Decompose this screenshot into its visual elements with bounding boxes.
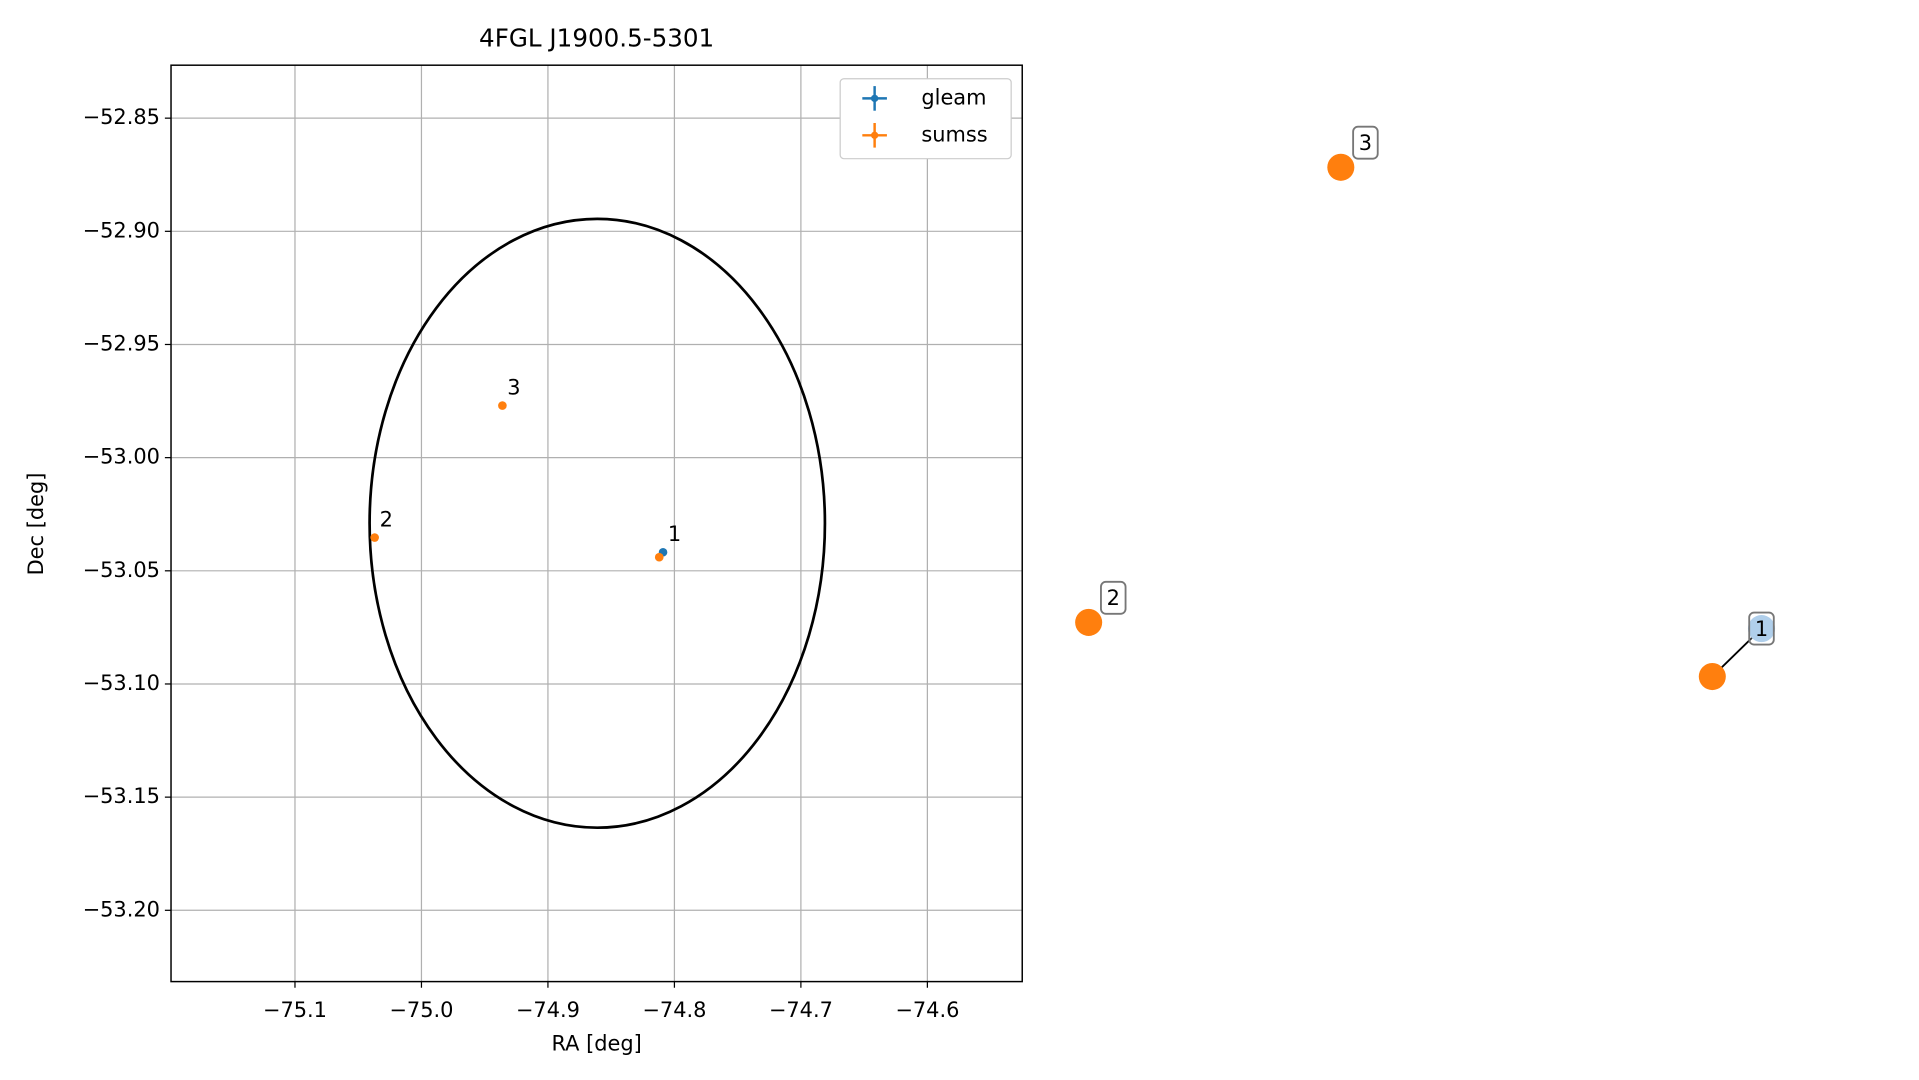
node-label: 2	[1107, 586, 1120, 610]
node-label: 1	[1755, 617, 1768, 641]
legend-marker	[870, 131, 879, 139]
graph-node	[1075, 608, 1103, 636]
x-tick-label: −75.1	[263, 998, 327, 1022]
x-tick-label: −75.0	[389, 998, 453, 1022]
point-label: 2	[380, 507, 393, 531]
legend-label: gleam	[921, 85, 986, 109]
x-tick-label: −74.6	[895, 998, 959, 1022]
y-tick-label: −53.15	[83, 784, 160, 808]
y-tick-label: −53.05	[83, 558, 160, 582]
y-tick-label: −52.95	[83, 331, 160, 355]
graph-node	[1698, 663, 1726, 691]
y-tick-label: −53.10	[83, 671, 160, 695]
chart-title: 4FGL J1900.5-5301	[479, 23, 714, 52]
graph-node	[1747, 615, 1776, 643]
point	[370, 533, 379, 542]
graph-node	[1327, 153, 1355, 181]
point-label: 1	[668, 522, 681, 546]
y-tick-label: −53.20	[83, 897, 160, 921]
y-axis-label: Dec [deg]	[24, 473, 48, 576]
plot-frame	[170, 64, 1023, 983]
point	[654, 552, 664, 562]
point	[498, 401, 507, 410]
x-axis-label: RA [deg]	[551, 1031, 641, 1055]
node-label-box	[1748, 611, 1775, 646]
node-label: 3	[1359, 131, 1372, 155]
node-label-box	[1100, 580, 1127, 615]
legend-label: sumss	[921, 122, 987, 146]
legend-marker	[870, 94, 879, 103]
node-label-box	[1352, 125, 1379, 160]
error-ellipse	[368, 217, 827, 830]
y-tick-label: −52.85	[83, 105, 160, 129]
x-tick-label: −74.8	[642, 998, 706, 1022]
x-tick-label: −74.9	[516, 998, 580, 1022]
x-tick-label: −74.7	[769, 998, 833, 1022]
point-label: 3	[507, 375, 520, 399]
y-tick-label: −53.00	[83, 445, 160, 469]
y-tick-label: −52.90	[83, 218, 160, 242]
